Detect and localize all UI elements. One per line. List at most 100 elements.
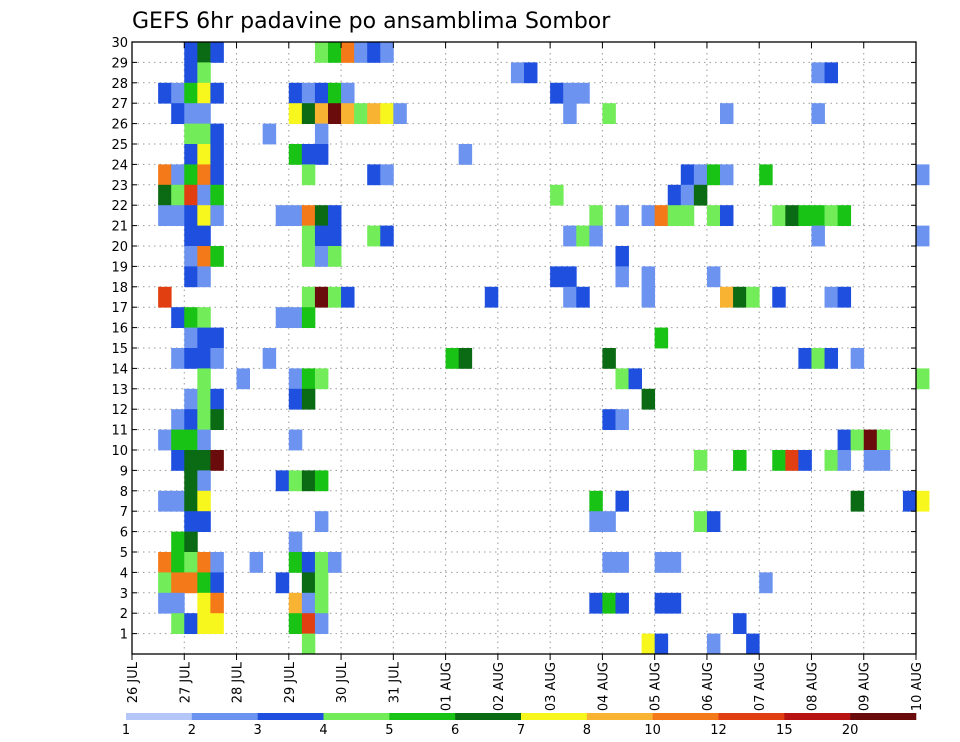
heatmap-cell <box>314 144 329 165</box>
heatmap-cell <box>510 62 525 84</box>
heatmap-cell <box>171 103 185 124</box>
heatmap-cell <box>576 82 590 104</box>
heatmap-cell <box>171 307 185 328</box>
heatmap-cell <box>824 205 838 226</box>
heatmap-cell <box>916 164 930 186</box>
colorbar-swatch <box>521 713 588 720</box>
heatmap-cell <box>184 123 198 145</box>
heatmap-cell <box>210 613 224 634</box>
heatmap-cell <box>184 572 198 594</box>
y-axis-ticks: 1234567891011121314151617181920212223242… <box>111 36 916 643</box>
heatmap-cell <box>197 144 211 165</box>
heatmap-cell <box>772 286 786 308</box>
heatmap-cell <box>314 368 329 390</box>
heatmap-cell <box>720 286 734 308</box>
y-tick-label: 7 <box>120 505 128 520</box>
heatmap-cell <box>197 327 211 349</box>
heatmap-cell <box>902 490 917 512</box>
heatmap-cell <box>288 531 303 553</box>
heatmap-cell <box>563 103 577 124</box>
heatmap-cell <box>341 286 355 308</box>
x-tick-label: 06 AUG <box>701 662 716 711</box>
heatmap-cell <box>171 490 185 512</box>
x-tick-label: 08 AUG <box>805 662 820 711</box>
heatmap-cell <box>693 511 708 532</box>
heatmap-cell <box>733 613 747 634</box>
heatmap-cell <box>824 286 838 308</box>
heatmap-cell <box>314 225 329 247</box>
y-tick-label: 20 <box>111 240 128 255</box>
heatmap-cell <box>706 266 721 288</box>
heatmap-cell <box>262 348 277 369</box>
heatmap-cell <box>288 592 303 614</box>
colorbar-swatch <box>323 713 390 720</box>
heatmap-cell <box>615 490 629 512</box>
heatmap-cell <box>197 511 211 532</box>
heatmap-cell <box>314 511 329 532</box>
colorbar-legend: 1 2 3 4 5 6 7 8 10 12 15 20 <box>122 713 917 738</box>
heatmap-cell <box>171 592 185 614</box>
heatmap-cell <box>288 429 303 451</box>
heatmap-cell <box>393 103 407 124</box>
colorbar-label: 8 <box>583 723 591 738</box>
heatmap-cell <box>314 613 329 634</box>
heatmap-cell <box>288 368 303 390</box>
heatmap-cell <box>301 82 316 104</box>
heatmap-cell <box>589 592 603 614</box>
heatmap-cell <box>680 205 695 226</box>
heatmap-cell <box>301 225 316 247</box>
heatmap-cell <box>667 205 682 226</box>
heatmap-cell <box>720 103 734 124</box>
heatmap-cell <box>314 246 329 267</box>
heatmap-cell <box>811 205 825 226</box>
colorbar-swatch <box>850 713 917 720</box>
y-tick-label: 8 <box>120 485 128 500</box>
heatmap-cell <box>615 592 629 614</box>
heatmap-cell <box>563 266 577 288</box>
heatmap-cell <box>184 205 198 226</box>
heatmap-cell <box>328 103 342 124</box>
heatmap-cell <box>210 184 224 206</box>
y-tick-label: 21 <box>111 220 128 235</box>
heatmap-cell <box>288 82 303 104</box>
heatmap-cell <box>301 613 316 634</box>
heatmap-cell <box>197 388 211 410</box>
chart-title: GEFS 6hr padavine po ansamblima Sombor <box>132 9 611 34</box>
x-axis-ticks: 26 JUL 27 JUL 28 JUL 29 JUL 30 JUL 31 JUL 01 A… <box>126 42 925 711</box>
heatmap-cell <box>602 552 616 573</box>
heatmap-cell <box>301 103 316 124</box>
heatmap-cell <box>301 572 316 594</box>
x-tick-label: 30 JUL <box>335 661 350 703</box>
heatmap-cell <box>275 205 290 226</box>
heatmap-cell <box>210 409 224 430</box>
heatmap-cell <box>184 388 198 410</box>
heatmap-cell <box>811 348 825 369</box>
y-tick-label: 10 <box>111 444 128 459</box>
heatmap-cell <box>301 164 316 186</box>
heatmap-cell <box>197 409 211 430</box>
heatmap-cell <box>380 164 394 186</box>
heatmap-cell <box>184 307 198 328</box>
colorbar-swatch <box>784 713 851 720</box>
heatmap-cell <box>171 205 185 226</box>
heatmap-cell <box>341 103 355 124</box>
heatmap-cell <box>171 429 185 451</box>
heatmap-cell <box>576 286 590 308</box>
heatmap-cell <box>524 62 538 84</box>
x-tick-label: 09 AUG <box>858 662 873 711</box>
heatmap-cell <box>798 348 812 369</box>
x-tick-label: 01 AUG <box>440 662 455 711</box>
heatmap-cell <box>367 164 381 186</box>
heatmap-cell <box>197 103 211 124</box>
heatmap-cell <box>720 205 734 226</box>
heatmap-cell <box>288 205 303 226</box>
heatmap-cell <box>667 184 682 206</box>
heatmap-cell <box>706 511 721 532</box>
heatmap-cell <box>328 552 342 573</box>
heatmap-cell <box>733 286 747 308</box>
x-tick-label: 03 AUG <box>544 662 559 711</box>
heatmap-cell <box>837 205 852 226</box>
heatmap-cell <box>197 225 211 247</box>
heatmap-cell <box>328 42 342 63</box>
heatmap-cell <box>184 613 198 634</box>
